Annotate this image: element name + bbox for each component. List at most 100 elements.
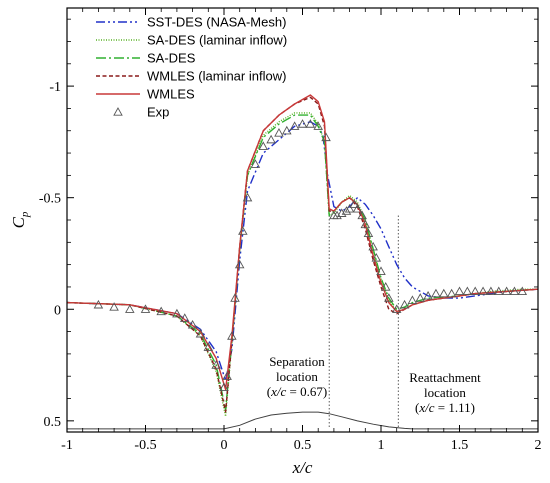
exp-point: [478, 286, 488, 296]
exp-point: [352, 203, 363, 213]
exp-point: [501, 286, 512, 296]
y-axis-title-base: C: [9, 216, 28, 228]
exp-point: [446, 288, 457, 298]
annotation-lines: [328, 215, 399, 429]
legend-label-3: WMLES (laminar inflow): [147, 69, 286, 84]
exp-point: [258, 141, 269, 151]
exp-marker-layer: [93, 119, 528, 392]
x-tick-label: 1: [378, 438, 385, 453]
exp-point: [179, 313, 190, 322]
exp-point: [399, 299, 410, 309]
exp-point: [140, 304, 151, 313]
exp-point: [238, 226, 248, 235]
exp-point: [371, 253, 382, 262]
annot-text-part: (: [415, 400, 419, 415]
exp-point: [156, 306, 166, 316]
legend: SST-DES (NASA-Mesh) SA-DES (laminar inflo…: [96, 15, 287, 120]
exp-point: [344, 203, 355, 213]
separation-label-line: location: [276, 369, 318, 384]
exp-point: [172, 308, 182, 318]
exp-point: [297, 119, 308, 128]
legend-label-1: SA-DES (laminar inflow): [147, 33, 287, 48]
exp-point: [415, 293, 426, 302]
exp-point: [234, 259, 245, 269]
y-tick-label: -0.5: [39, 192, 61, 207]
annot-text-math: x/c: [418, 400, 434, 415]
x-axis-title: x/c: [292, 458, 313, 477]
exp-point: [439, 288, 449, 298]
exp-point: [274, 128, 284, 137]
exp-point: [341, 206, 352, 215]
exp-point: [336, 208, 347, 217]
ticks-layer: -1 -0.5 0 0.5 1 1.5 2 -1 -0.5 0 0.5: [39, 8, 542, 453]
y-axis-title-sub: p: [19, 211, 31, 218]
exp-point: [195, 328, 206, 338]
exp-point: [93, 299, 104, 309]
exp-point: [363, 228, 374, 238]
legend-marker-exp: [113, 107, 123, 116]
exp-point: [423, 290, 433, 300]
x-tick-label: -1: [61, 438, 73, 453]
exp-point: [517, 286, 528, 296]
exp-point: [357, 210, 367, 220]
legend-label-5: Exp: [147, 105, 169, 120]
exp-point: [125, 304, 135, 313]
annot-text-part: location: [276, 369, 318, 384]
y-axis-title: Cp: [9, 211, 31, 228]
annot-text-part: (: [267, 384, 271, 399]
reattachment-label-line: Reattachment: [409, 370, 481, 385]
annot-text-part: = 1.11): [435, 400, 475, 415]
separation-label-line: Separation: [269, 354, 325, 369]
exp-point: [391, 304, 402, 313]
exp-point: [289, 121, 300, 130]
exp-point: [187, 319, 198, 329]
annot-text-part: Reattachment: [409, 370, 481, 385]
exp-point: [431, 288, 441, 298]
exp-point: [219, 382, 229, 392]
exp-point: [509, 286, 520, 296]
series-layer: [66, 94, 539, 418]
exp-point: [454, 286, 465, 296]
y-tick-label: -1: [49, 80, 61, 95]
exp-point: [222, 371, 232, 380]
y-tick-label: 0: [54, 303, 61, 318]
exp-point: [230, 293, 240, 302]
exp-point: [407, 295, 418, 304]
x-tick-label: 0: [221, 438, 228, 453]
x-tick-label: 2: [535, 438, 542, 453]
exp-point: [321, 132, 331, 142]
annot-text-part: location: [424, 385, 466, 400]
exp-point: [109, 302, 119, 311]
legend-label-4: WMLES: [147, 87, 195, 102]
exp-point: [242, 192, 253, 202]
separation-label-line: (x/c = 0.67): [267, 384, 327, 399]
exp-point: [380, 282, 391, 291]
exp-point: [250, 159, 261, 168]
exp-point: [376, 266, 386, 275]
series-line-0: [66, 121, 539, 382]
exp-point: [266, 134, 276, 144]
legend-label-2: SA-DES: [147, 51, 196, 66]
exp-point: [486, 286, 496, 296]
exp-point: [368, 241, 378, 251]
geometry-layer: [67, 411, 538, 430]
exp-point: [332, 210, 342, 220]
y-tick-label: 0.5: [44, 415, 62, 430]
x-tick-label: 1.5: [451, 438, 469, 453]
exp-point: [360, 219, 371, 229]
exp-point: [349, 199, 360, 209]
reattachment-label-line: (x/c = 1.11): [415, 400, 475, 415]
annot-text-part: Separation: [269, 354, 325, 369]
x-tick-label: -0.5: [134, 438, 156, 453]
exp-point: [203, 342, 214, 351]
exp-point: [313, 121, 323, 130]
exp-point: [462, 286, 473, 296]
legend-label-0: SST-DES (NASA-Mesh): [147, 15, 286, 30]
exp-point: [305, 119, 316, 128]
exp-point: [282, 125, 292, 135]
x-tick-label: 0.5: [294, 438, 312, 453]
exp-point: [470, 286, 480, 296]
